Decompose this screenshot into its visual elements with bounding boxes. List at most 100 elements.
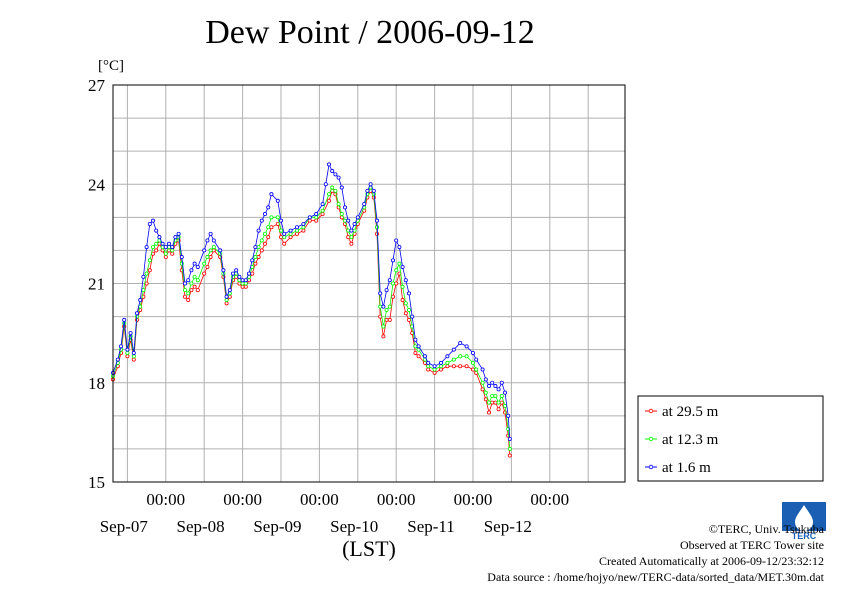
data-point xyxy=(451,347,456,352)
data-point xyxy=(451,357,456,362)
data-point xyxy=(355,215,360,220)
data-point xyxy=(282,235,287,240)
data-point xyxy=(349,228,354,233)
data-point xyxy=(115,357,120,362)
data-point xyxy=(339,185,344,190)
data-point xyxy=(387,304,392,309)
legend-box xyxy=(637,395,824,482)
data-point xyxy=(371,188,376,193)
data-point xyxy=(326,198,331,203)
data-point xyxy=(163,245,168,250)
source-text: Data source : /home/hojyo/new/TERC-data/… xyxy=(487,570,824,584)
x-tick-label: 00:00 xyxy=(146,490,185,509)
data-point xyxy=(464,354,469,359)
data-point xyxy=(314,212,319,217)
data-point xyxy=(352,228,357,233)
data-point xyxy=(160,245,165,250)
data-point xyxy=(499,380,504,385)
data-point xyxy=(397,261,402,266)
data-point xyxy=(458,364,463,369)
data-point xyxy=(486,400,491,405)
data-point xyxy=(278,235,283,240)
data-point xyxy=(326,192,331,197)
data-point xyxy=(406,307,411,312)
x-tick-labels: 00:00 Sep-07 00:00 Sep-08 00:00 Sep-09 00:00 Se… xyxy=(100,490,569,536)
data-point xyxy=(163,255,168,260)
data-point xyxy=(301,228,306,233)
data-point xyxy=(278,218,283,223)
data-point xyxy=(480,367,485,372)
data-point xyxy=(192,261,197,266)
data-point xyxy=(438,367,443,372)
data-point xyxy=(141,274,146,279)
data-point xyxy=(202,271,207,276)
data-point xyxy=(230,271,235,276)
data-point xyxy=(314,215,319,220)
data-point xyxy=(192,274,197,279)
data-point xyxy=(144,281,149,286)
data-point xyxy=(352,221,357,226)
data-point xyxy=(381,324,386,329)
legend-swatch-marker xyxy=(648,436,654,442)
data-point xyxy=(406,317,411,322)
data-point xyxy=(125,347,130,352)
data-point xyxy=(381,334,386,339)
data-point xyxy=(470,350,475,355)
data-point xyxy=(250,258,255,263)
data-point xyxy=(243,284,248,289)
data-point xyxy=(208,255,213,260)
data-point xyxy=(374,218,379,223)
data-point xyxy=(432,370,437,375)
x-date-label: Sep-12 xyxy=(484,517,532,536)
data-point xyxy=(394,238,399,243)
plot-frame xyxy=(112,84,626,483)
data-point xyxy=(493,384,498,389)
data-point xyxy=(406,291,411,296)
y-tick-label: 24 xyxy=(88,175,106,194)
data-point xyxy=(496,407,501,412)
data-point xyxy=(195,288,200,293)
data-point xyxy=(390,281,395,286)
x-tick-label: 00:00 xyxy=(454,490,493,509)
observed-text: Observed at TERC Tower site xyxy=(679,538,824,552)
data-point xyxy=(266,235,271,240)
data-point xyxy=(490,393,495,398)
data-point xyxy=(237,274,242,279)
data-point xyxy=(240,281,245,286)
data-point xyxy=(282,231,287,236)
legend: at 29.5 m at 12.3 m at 1.6 m xyxy=(637,395,824,482)
data-point xyxy=(390,294,395,299)
data-point xyxy=(243,281,248,286)
data-point xyxy=(275,198,280,203)
data-point xyxy=(384,288,389,293)
data-point xyxy=(166,241,171,246)
data-point xyxy=(192,284,197,289)
x-date-label: Sep-08 xyxy=(177,517,225,536)
data-point xyxy=(470,360,475,365)
data-point xyxy=(256,245,261,250)
data-point xyxy=(387,278,392,283)
data-point xyxy=(410,314,415,319)
x-axis-label: (LST) xyxy=(342,536,396,561)
data-point xyxy=(144,271,149,276)
data-point xyxy=(426,360,431,365)
data-point xyxy=(294,225,299,230)
data-point xyxy=(326,162,331,167)
data-point xyxy=(256,255,261,260)
data-point xyxy=(496,387,501,392)
data-point xyxy=(166,245,171,250)
series-layer xyxy=(111,162,512,458)
data-point xyxy=(182,288,187,293)
data-point xyxy=(432,364,437,369)
data-point xyxy=(342,218,347,223)
data-point xyxy=(349,235,354,240)
data-point xyxy=(208,231,213,236)
data-point xyxy=(224,301,229,306)
data-point xyxy=(154,228,159,233)
data-point xyxy=(320,202,325,207)
data-point xyxy=(394,268,399,273)
data-point xyxy=(493,400,498,405)
x-date-label: Sep-10 xyxy=(330,517,378,536)
data-point xyxy=(202,261,207,266)
data-point xyxy=(125,350,130,355)
